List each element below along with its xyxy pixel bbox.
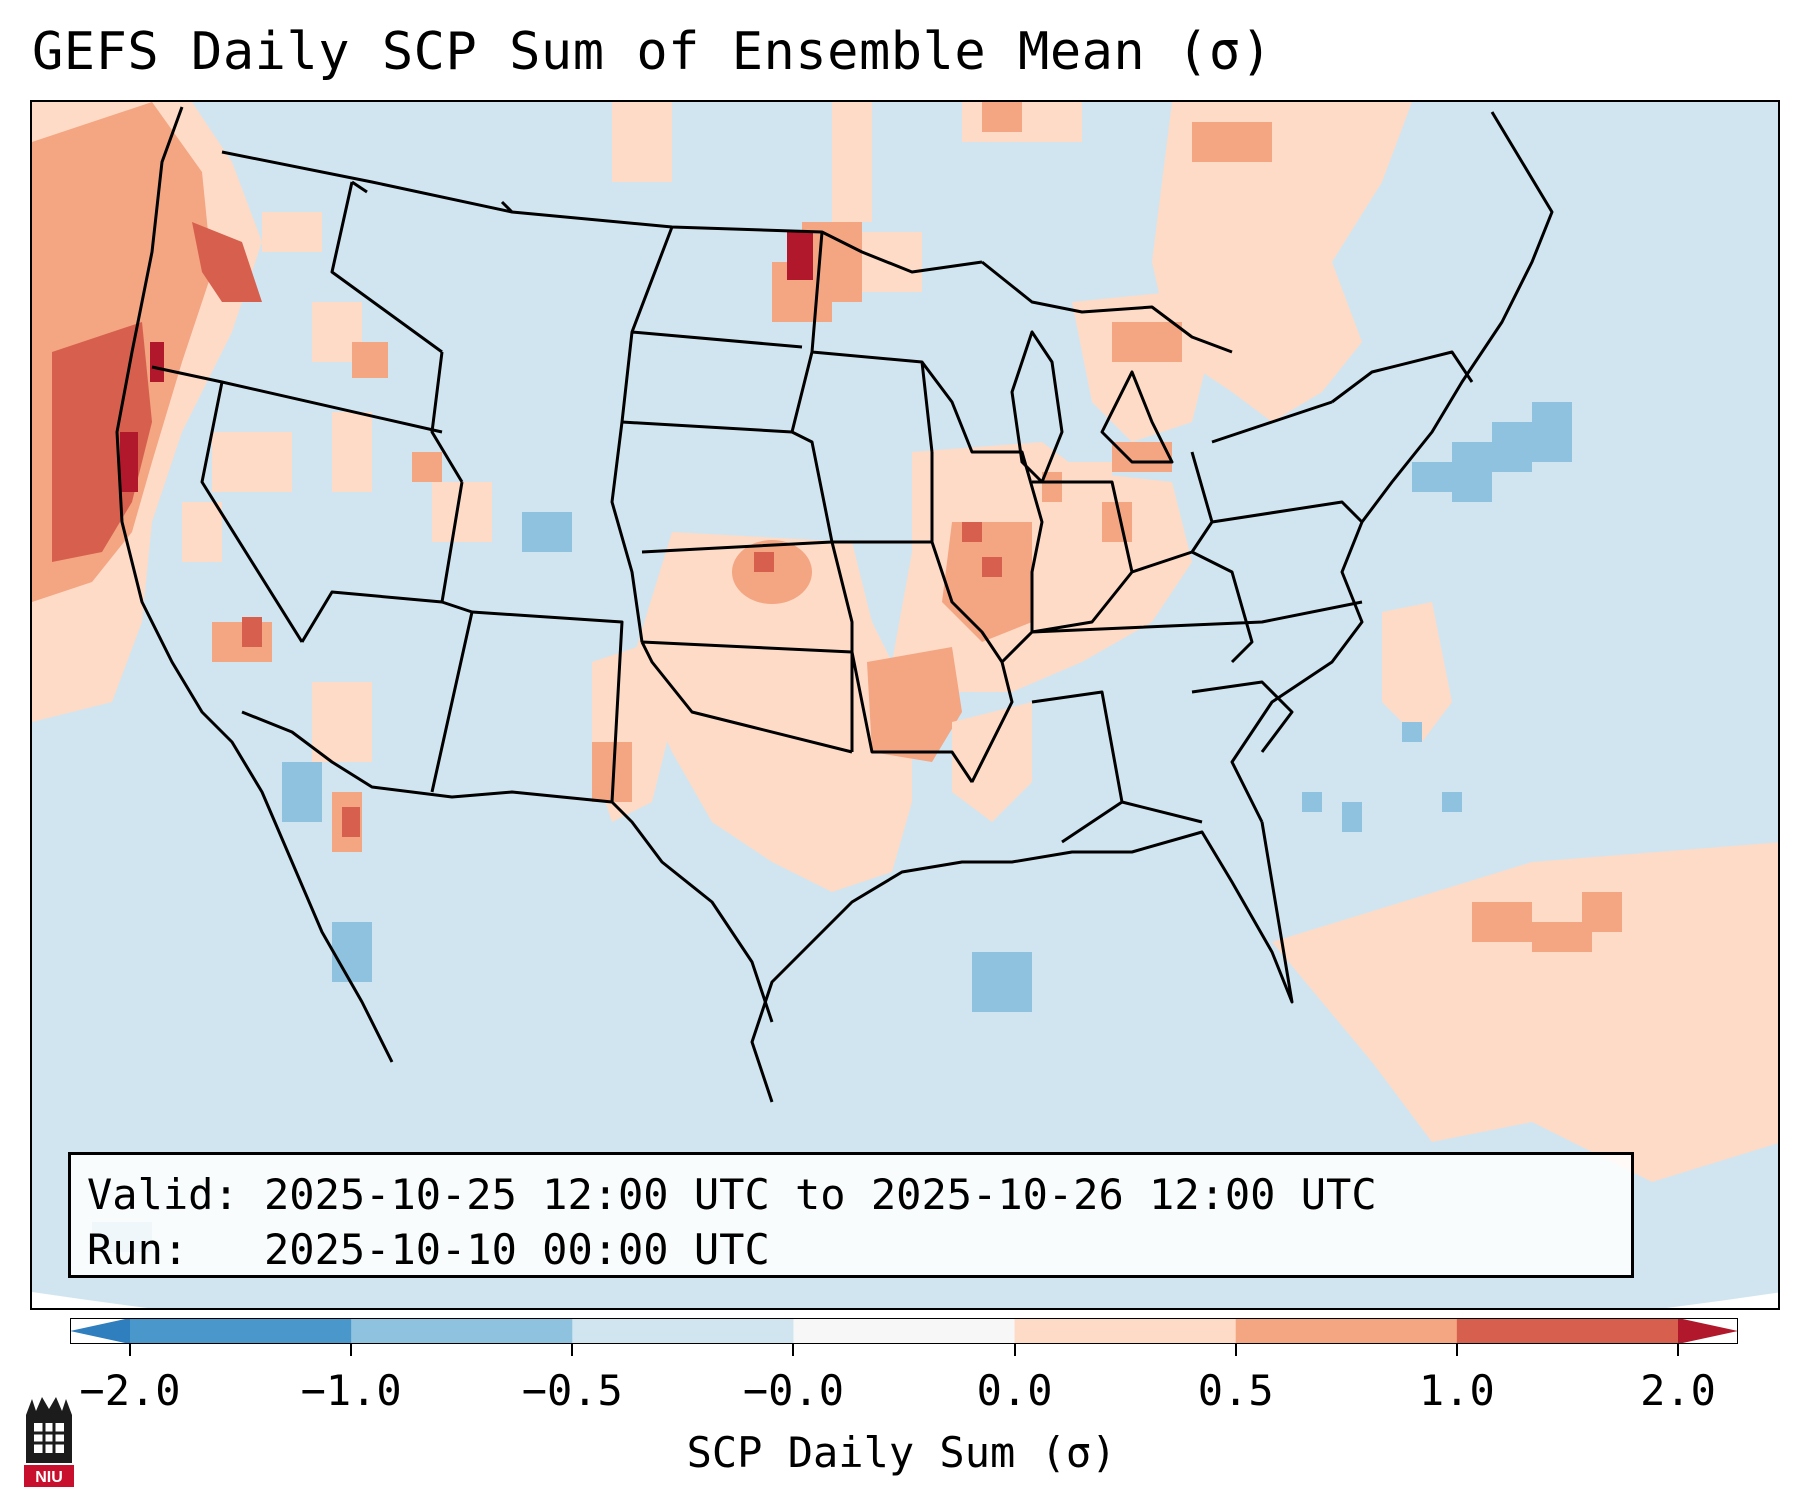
map-title: GEFS Daily SCP Sum of Ensemble Mean (σ) — [32, 22, 1273, 82]
colorbar-tick-mark — [792, 1344, 795, 1356]
colorbar-tick-label: 1.0 — [1418, 1366, 1495, 1415]
niu-logo-text: NIU — [35, 1469, 63, 1486]
anomaly-ohio-valley — [852, 442, 1192, 782]
colorbar-tick-label: −1.0 — [300, 1366, 402, 1415]
valid-label: Valid: — [87, 1170, 239, 1219]
colorbar-tick-mark — [1677, 1344, 1679, 1356]
anomaly-great-lakes — [962, 102, 1412, 442]
valid-range: 2025-10-25 12:00 UTC to 2025-10-26 12:00… — [264, 1170, 1377, 1219]
colorbar-tick-mark — [129, 1344, 131, 1356]
valid-time-box: Valid: 2025-10-25 12:00 UTC to 2025-10-2… — [68, 1152, 1634, 1278]
colorbar-tick-label: 0.5 — [1197, 1366, 1274, 1415]
anomaly-caribbean — [1272, 602, 1778, 1182]
state-lines-west — [151, 180, 624, 803]
anomaly-california — [212, 617, 372, 852]
map-panel — [30, 100, 1780, 1310]
state-lines-central — [790, 231, 1044, 783]
colorbar-tick-label: −2.0 — [79, 1366, 181, 1415]
colorbar-tick-mark — [1455, 1344, 1458, 1356]
colorbar-bin — [1235, 1318, 1458, 1344]
colorbar-bin — [351, 1318, 573, 1344]
colorbar-tick-label: −0.0 — [742, 1366, 844, 1415]
coastline-east — [1230, 111, 1554, 823]
colorbar-tick-mark — [571, 1344, 574, 1356]
colorbar-bin — [572, 1318, 794, 1344]
state-borders — [115, 106, 1554, 1103]
colorbar-tick-label: 0.0 — [976, 1366, 1053, 1415]
colorbar-tick-mark — [1234, 1344, 1237, 1356]
state-lines-east — [1031, 350, 1474, 844]
colorbar-extension-high — [1678, 1318, 1738, 1344]
coastline-west — [115, 106, 394, 1063]
run-label: Run: — [87, 1225, 189, 1274]
colorbar — [70, 1318, 1738, 1344]
anomaly-northern-plains — [412, 102, 922, 542]
colorbar-tick-mark — [1013, 1344, 1016, 1356]
colorbar-bin — [793, 1318, 1016, 1344]
us-canada-border — [221, 150, 983, 274]
niu-logo: NIU — [20, 1393, 78, 1489]
colorbar-extension-low — [70, 1318, 130, 1344]
colorbar-tick-label: 2.0 — [1640, 1366, 1716, 1415]
mexico-border — [241, 710, 774, 1023]
colorbar-bin — [1456, 1318, 1679, 1344]
run-time: 2025-10-10 00:00 UTC — [264, 1225, 770, 1274]
state-lines-plains — [500, 200, 854, 754]
anomaly-negative — [92, 402, 1572, 1252]
colorbar-bin — [130, 1318, 352, 1344]
colorbar-label: SCP Daily Sum (σ) — [686, 1428, 1117, 1477]
map-canvas — [32, 102, 1778, 1308]
colorbar-tick-mark — [350, 1344, 353, 1356]
colorbar-bin — [1014, 1318, 1237, 1344]
coastline-gulf — [750, 821, 1294, 1103]
colorbar-tick-label: −0.5 — [521, 1366, 623, 1415]
niu-logo-banner — [24, 1465, 74, 1487]
